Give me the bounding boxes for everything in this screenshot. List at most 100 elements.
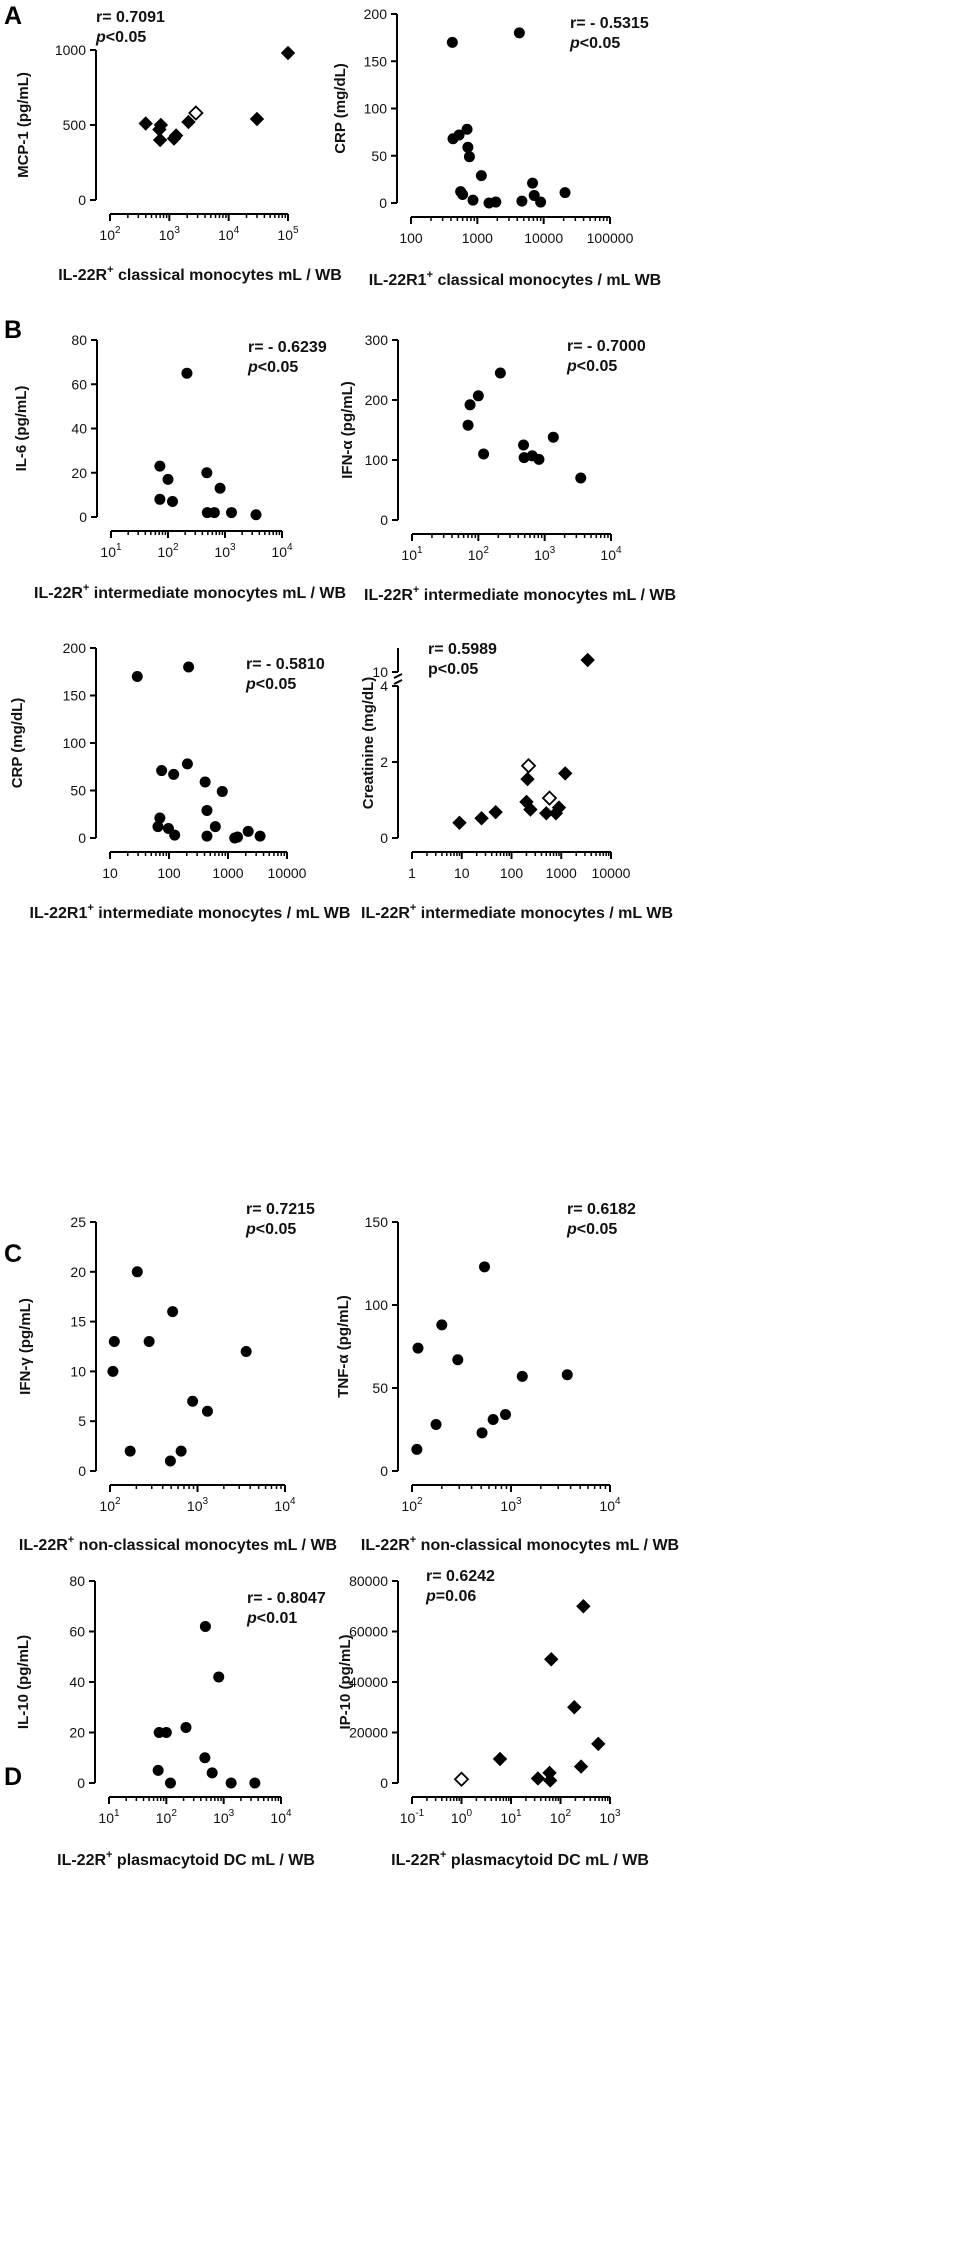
chart-C-1: 0 5 10 15 20 25 102 103 104 IFN-γ (pg/mL) IL-22R+ …: [17, 1201, 337, 1554]
y-axis-label: Creatinine (mg/dL): [360, 677, 377, 810]
chart-D-2: 0 20000 40000 60000 80000 10-1 100 101 102 103 IP-…: [337, 1568, 649, 1869]
data-point: [543, 1773, 558, 1788]
panel-letter-c: C: [4, 1240, 23, 1268]
data-point: [520, 771, 535, 787]
data-point: [216, 785, 228, 797]
x-tick-label: 10000: [592, 865, 631, 881]
y-tick-label: 0: [78, 192, 86, 208]
x-tick-label: 10000: [524, 230, 563, 246]
data-point: [557, 766, 573, 781]
y-tick-label: 200: [63, 640, 87, 656]
data-point: [225, 507, 237, 519]
data-point: [452, 815, 467, 831]
data-point: [181, 114, 196, 130]
x-tick-label: 100: [157, 865, 181, 881]
chart-A-left: 0 500 1000 102 103 104 105 MCP-1 (pg/mL) IL-22R+…: [15, 9, 342, 284]
data-point: [513, 27, 525, 39]
x-axis-label: IL-22R+ classical monocytes mL / WB: [58, 264, 342, 284]
data-point: [457, 188, 469, 200]
data-point: [533, 453, 545, 465]
y-tick-label: 4: [380, 678, 388, 694]
data-point: [430, 1419, 442, 1431]
data-point: [181, 367, 193, 379]
data-point: [463, 151, 475, 163]
data-point: [446, 36, 458, 48]
x-tick-label: 10000: [268, 865, 307, 881]
chart-B-2: 0 100 200 300 101 102 103 104 IFN-α (pg/mL) IL-22…: [339, 332, 676, 604]
data-point: [108, 1336, 120, 1348]
data-point: [591, 1736, 606, 1752]
stat-r: r= 0.7215: [246, 1201, 315, 1218]
y-axis-label: IFN-α (pg/mL): [339, 381, 356, 479]
x-axis-label: IL-22R1+ intermediate monocytes / mL WB: [30, 902, 351, 922]
y-axis-label: IP-10 (pg/mL): [337, 1634, 354, 1729]
data-point: [474, 811, 489, 826]
y-tick-label: 150: [364, 53, 388, 69]
chart-C-2: 0 50 100 150 102 103 104 TNF-α (pg/mL) IL-22R+ n…: [335, 1201, 679, 1554]
data-point: [199, 1752, 211, 1764]
x-tick-label: 100: [451, 1808, 473, 1826]
data-point: [478, 448, 490, 460]
data-point: [201, 804, 213, 816]
data-point: [573, 1759, 589, 1774]
y-tick-label: 50: [371, 148, 387, 164]
y-tick-label: 2: [380, 754, 388, 770]
x-tick-label: 104: [599, 1496, 621, 1514]
stat-r: r= 0.7091: [96, 9, 165, 26]
y-tick-label: 0: [380, 512, 388, 528]
y-tick-label: 5: [78, 1413, 86, 1429]
y-axis-label: MCP-1 (pg/mL): [15, 72, 32, 178]
data-point: [539, 806, 554, 821]
x-tick-label: 103: [187, 1496, 209, 1514]
data-point: [164, 1777, 176, 1789]
x-tick-label: 104: [218, 225, 240, 243]
y-axis-break-mark: [393, 673, 403, 679]
y-tick-label: 40000: [349, 1674, 388, 1690]
data-point: [249, 1777, 261, 1789]
y-tick-label: 500: [63, 117, 87, 133]
y-tick-label: 20: [71, 465, 87, 481]
stat-p: p=0.06: [425, 1588, 476, 1605]
y-tick-label: 0: [380, 1775, 388, 1791]
stat-r: r= - 0.5810: [246, 656, 325, 673]
data-point: [476, 1427, 488, 1439]
x-tick-label: 104: [270, 1808, 292, 1826]
data-point: [494, 367, 506, 379]
x-axis-label: IL-22R1+ classical monocytes / mL WB: [369, 269, 661, 289]
data-point: [164, 1455, 176, 1467]
data-point: [580, 652, 595, 668]
y-tick-label: 40: [69, 1674, 85, 1690]
data-point: [131, 671, 143, 682]
data-point: [535, 196, 547, 208]
data-point: [462, 141, 474, 153]
chart-B-1: 0 20 40 60 80 101 102 103 104 IL-6 (pg/mL) IL-22R+…: [13, 332, 346, 602]
y-tick-label: 40: [71, 421, 87, 437]
data-point: [143, 1336, 155, 1348]
x-tick-label: 103: [213, 1808, 235, 1826]
x-tick-label: 100: [399, 230, 423, 246]
stat-p: p<0.05: [566, 1221, 617, 1238]
data-point: [154, 460, 166, 472]
data-point: [131, 1266, 143, 1278]
x-tick-label: 1: [408, 865, 416, 881]
data-point: [175, 1445, 187, 1457]
y-tick-label: 0: [380, 1463, 388, 1479]
stat-p: p<0.05: [247, 359, 298, 376]
stat-p: p<0.05: [566, 358, 617, 375]
data-point: [169, 829, 181, 841]
data-point: [551, 800, 567, 815]
x-axis-label: IL-22R+ non-classical monocytes mL / WB: [361, 1534, 679, 1554]
x-tick-label: 102: [99, 1496, 121, 1514]
x-tick-label: 102: [468, 545, 490, 563]
data-point: [152, 821, 164, 833]
data-point: [181, 758, 193, 770]
y-tick-label: 0: [78, 830, 86, 846]
y-tick-label: 20: [69, 1725, 85, 1741]
x-tick-label: 101: [401, 545, 423, 563]
data-point-open: [453, 1771, 470, 1787]
data-point: [411, 1443, 423, 1455]
data-point: [280, 45, 296, 61]
y-axis-label: CRP (mg/dL): [9, 698, 26, 789]
stat-r: r= 0.6242: [426, 1568, 495, 1585]
